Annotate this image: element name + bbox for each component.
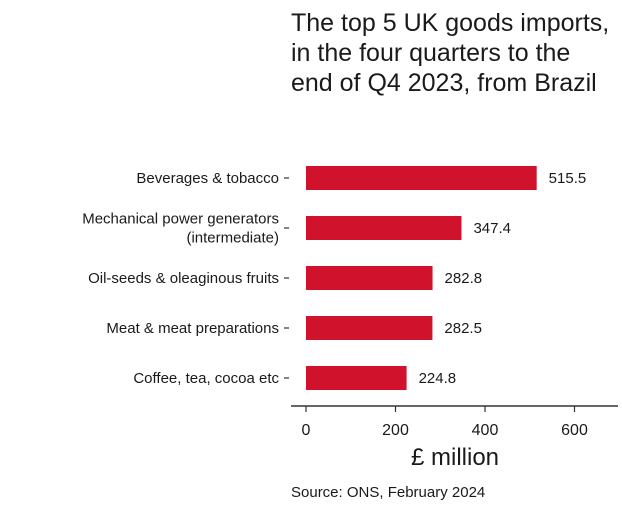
bar <box>306 316 433 340</box>
x-tick-label: 200 <box>382 422 409 439</box>
labels-layer: Beverages & tobacco 515.5 Mechanical power… <box>82 170 588 471</box>
bar <box>306 216 462 240</box>
x-axis-title: £ million <box>411 444 499 471</box>
x-tick-label: 600 <box>561 422 588 439</box>
category-label: Oil-seeds & oleaginous fruits <box>88 270 279 287</box>
data-label: 282.5 <box>444 320 482 337</box>
category-label: Beverages & tobacco <box>136 170 279 187</box>
category-label: Meat & meat preparations <box>106 320 279 337</box>
category-label: Mechanical power generators (intermediate… <box>82 211 279 247</box>
bar <box>306 266 433 290</box>
chart-title: The top 5 UK goods imports, in the four … <box>291 9 610 97</box>
category-label: Coffee, tea, cocoa etc <box>133 370 279 387</box>
data-label: 224.8 <box>419 370 457 387</box>
x-tick-label: 400 <box>472 422 499 439</box>
data-label: 347.4 <box>473 220 511 237</box>
data-label: 282.8 <box>445 270 483 287</box>
bar <box>306 166 537 190</box>
bar <box>306 366 407 390</box>
bars-layer <box>306 166 537 390</box>
x-axis <box>284 177 618 412</box>
data-label: 515.5 <box>549 170 587 187</box>
x-tick-label: 0 <box>302 422 311 439</box>
source-note: Source: ONS, February 2024 <box>291 484 486 501</box>
